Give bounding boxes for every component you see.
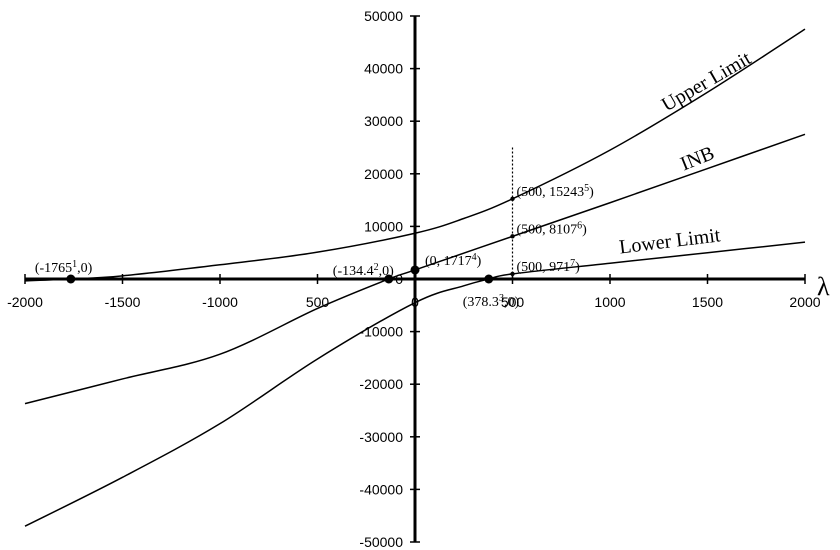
- y-tick-label: -20000: [359, 376, 403, 392]
- data-point: [410, 265, 420, 275]
- data-point: [510, 196, 515, 202]
- point-label: (-17651,0): [35, 259, 93, 277]
- point-label: (0, 17174): [425, 251, 482, 269]
- curve-inb: [24, 133, 806, 405]
- y-tick-label: 30000: [364, 113, 403, 129]
- point-label: (500, 9717): [517, 257, 581, 275]
- x-tick-label: -1000: [202, 294, 238, 310]
- x-tick-label: -1500: [105, 294, 141, 310]
- point-label: (500, 152435): [517, 182, 595, 200]
- data-point: [66, 274, 76, 284]
- data-point: [484, 274, 494, 284]
- data-point: [510, 271, 515, 277]
- curve-lower-limit: [24, 241, 806, 527]
- point-label: (378.33,0): [463, 293, 520, 311]
- y-tick-label: 0: [395, 271, 403, 287]
- point-label: (500, 81076): [517, 220, 588, 238]
- point-label: (-134.42,0): [333, 262, 394, 280]
- y-tick-label: 20000: [364, 166, 403, 182]
- y-tick-label: -50000: [359, 534, 403, 550]
- x-tick-label: -2000: [7, 294, 43, 310]
- curve-upper-limit: [24, 28, 806, 282]
- y-tick-label: -40000: [359, 481, 403, 497]
- data-points: (-17651,0) (-134.42,0) (0, 17174) (378.33,0…: [35, 182, 594, 310]
- data-point: [510, 234, 515, 239]
- y-tick-label: 50000: [364, 8, 403, 24]
- x-tick-label: 2000: [789, 294, 820, 310]
- y-tick-label: 10000: [364, 218, 403, 234]
- curves: [24, 28, 806, 527]
- x-tick-label: 500: [501, 294, 525, 310]
- y-tick-label: -30000: [359, 429, 403, 445]
- data-point: [384, 274, 394, 284]
- x-axis-label: λ: [817, 272, 830, 301]
- curve-label-upper-limit: Upper Limit: [658, 47, 755, 116]
- curve-label-inb: INB: [677, 142, 717, 175]
- y-tick-label: 40000: [364, 61, 403, 77]
- x-tick-label: 1000: [594, 294, 625, 310]
- x-tick-label: 1500: [692, 294, 723, 310]
- y-tick-label: -10000: [359, 324, 403, 340]
